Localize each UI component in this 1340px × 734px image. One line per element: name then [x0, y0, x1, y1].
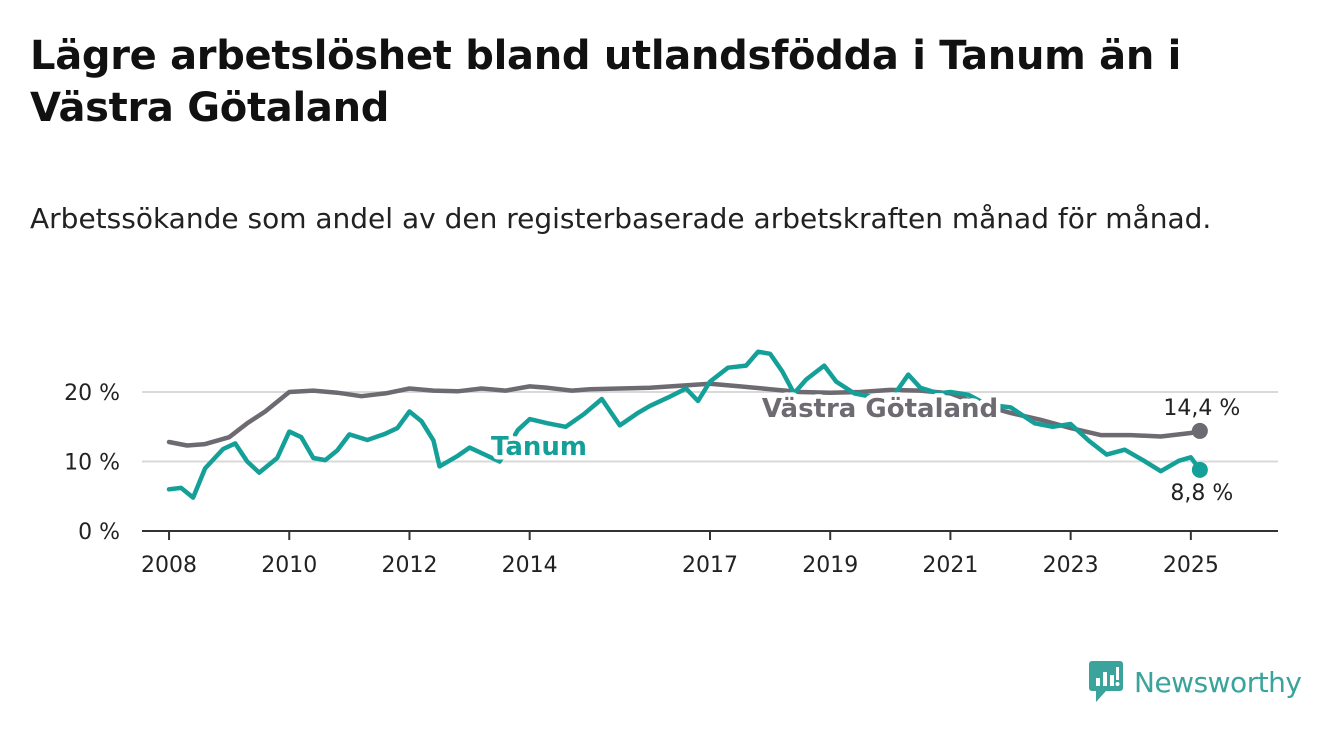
x-tick-label: 2012 — [381, 553, 437, 578]
brand-name: Newsworthy — [1134, 665, 1302, 699]
x-tick-label: 2021 — [922, 553, 978, 578]
x-tick-label: 2010 — [261, 553, 317, 578]
series-label: Västra Götaland — [762, 394, 998, 424]
axes: 0 % 10 % 20 % 2008 2010 2012 2014 2017 2019 2021 2… — [64, 381, 1278, 578]
series-endpoint — [1191, 461, 1208, 478]
y-tick-label: 20 % — [64, 381, 120, 406]
x-tick-label: 2025 — [1163, 553, 1219, 578]
gridlines — [142, 391, 1278, 463]
y-tick-label: 10 % — [64, 451, 120, 476]
y-tick-label: 0 % — [78, 520, 120, 545]
series-label-halo: Tanum — [491, 432, 587, 462]
end-value-label: 8,8 % — [1170, 481, 1233, 506]
chart-title: Lägre arbetslöshet bland utlandsfödda i … — [30, 33, 1182, 131]
x-tick-label: 2008 — [141, 553, 197, 578]
series-lines — [166, 349, 1208, 500]
series-label-halo: Västra Götaland — [762, 394, 998, 424]
x-tick-label: 2023 — [1043, 553, 1099, 578]
x-tick-label: 2017 — [682, 553, 738, 578]
end-value-label: 14,4 % — [1163, 396, 1240, 421]
chart-subtitle: Arbetssökande som andel av den registerb… — [30, 202, 1212, 235]
x-tick-label: 2019 — [802, 553, 858, 578]
series-line-tanum — [166, 349, 1203, 500]
series-label: Tanum — [491, 432, 587, 462]
series-endpoint — [1191, 422, 1208, 439]
x-tick-label: 2014 — [502, 553, 558, 578]
newsworthy-logo-icon — [1089, 661, 1123, 702]
brand-logo: Newsworthy — [1088, 660, 1302, 704]
